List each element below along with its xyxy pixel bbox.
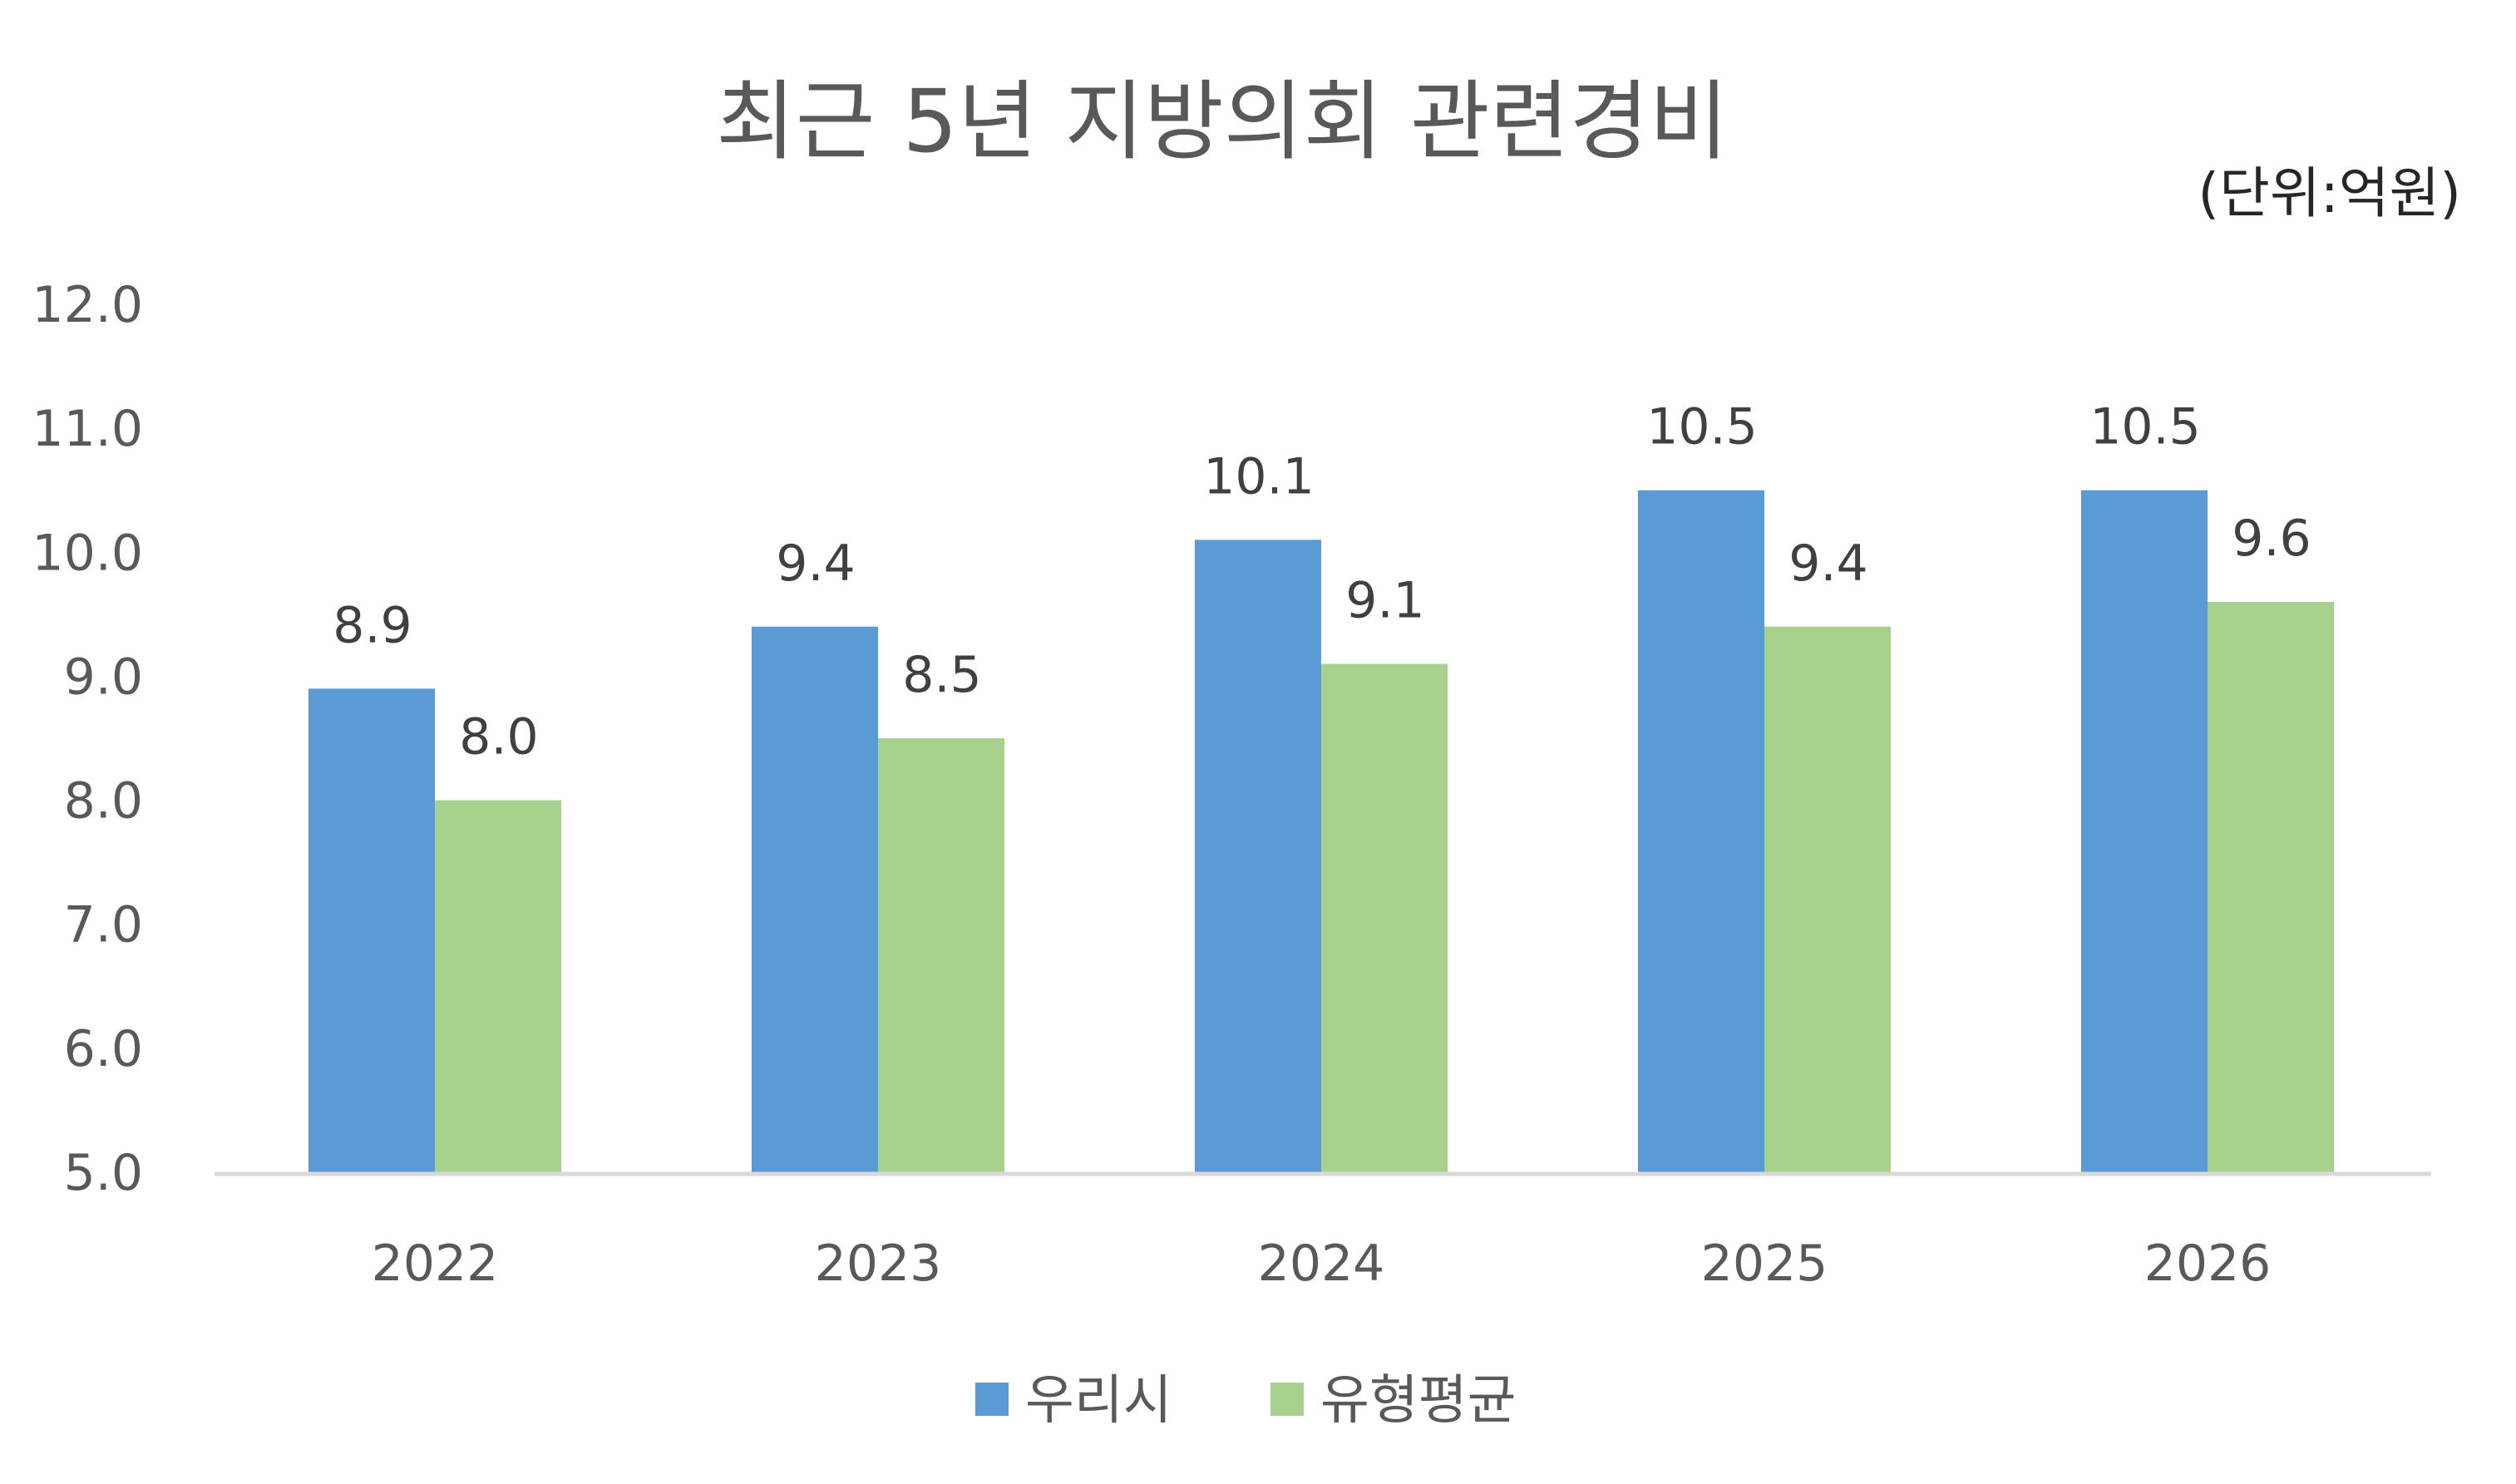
x-category-label: 2024 [1258, 1235, 1385, 1293]
bar-ours-2023 [752, 626, 878, 1172]
data-label: 9.4 [776, 535, 855, 593]
x-axis-categories: 2022 2023 2024 2025 2026 [372, 1235, 2272, 1293]
data-label: 10.1 [1203, 447, 1315, 505]
bar-ours-2024 [1195, 540, 1321, 1172]
data-label: 8.5 [902, 646, 981, 704]
data-label: 9.4 [1788, 535, 1867, 593]
x-category-label: 2025 [1701, 1235, 1828, 1293]
bar-ours-2026 [2081, 490, 2208, 1172]
data-label: 10.5 [2089, 398, 2201, 456]
legend: 우리시 유형평균 [975, 1370, 1517, 1432]
legend-item: 우리시 [975, 1370, 1172, 1432]
bar-type-average-2024 [1321, 663, 1448, 1172]
y-axis-ticks: 5.0 6.0 7.0 8.0 9.0 10.0 11.0 12.0 [32, 276, 143, 1202]
legend-swatch [1270, 1383, 1304, 1416]
bar-ours-2022 [308, 688, 435, 1172]
legend-item: 유형평균 [1270, 1370, 1517, 1432]
bar-type-average-2022 [435, 800, 561, 1172]
y-tick-label: 8.0 [64, 772, 143, 831]
x-category-label: 2026 [2144, 1235, 2272, 1293]
legend-swatch [975, 1383, 1009, 1416]
legend-label: 우리시 [1025, 1370, 1172, 1432]
bar-ours-2025 [1638, 490, 1764, 1172]
bar-type-average-2023 [878, 738, 1004, 1172]
unit-label: (단위:억원) [2198, 161, 2461, 225]
y-tick-label: 6.0 [64, 1020, 143, 1078]
y-tick-label: 5.0 [64, 1144, 143, 1202]
y-tick-label: 9.0 [64, 648, 143, 706]
bar-type-average-2025 [1764, 626, 1891, 1172]
y-tick-label: 7.0 [64, 896, 143, 954]
x-category-label: 2022 [372, 1235, 499, 1293]
y-tick-label: 11.0 [32, 400, 143, 458]
chart-title: 최근 5년 지방의회 관련경비 [716, 71, 1729, 172]
data-label: 8.0 [459, 708, 538, 767]
bar-type-average-2026 [2208, 601, 2334, 1172]
data-label: 10.5 [1646, 398, 1758, 456]
y-tick-label: 12.0 [32, 276, 143, 334]
bars [308, 490, 2334, 1172]
x-category-label: 2023 [815, 1235, 942, 1293]
data-label: 9.6 [2232, 510, 2311, 568]
data-label: 8.9 [333, 596, 412, 654]
y-tick-label: 10.0 [32, 524, 143, 582]
data-labels: 8.9 8.0 9.4 8.5 10.1 9.1 10.5 9.4 10.5 9.6 [333, 398, 2311, 767]
data-label: 9.1 [1345, 572, 1424, 630]
legend-label: 유형평균 [1320, 1370, 1517, 1432]
